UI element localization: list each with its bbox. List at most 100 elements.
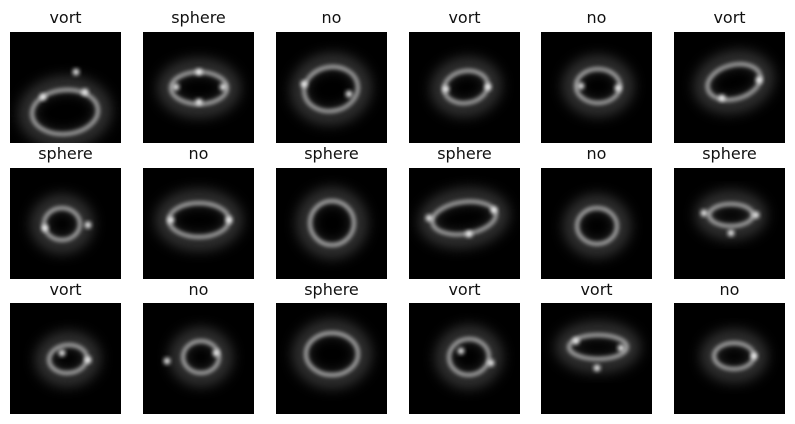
lens-image: [10, 168, 121, 279]
einstein-ring: [575, 206, 619, 246]
bright-spot: [172, 83, 180, 91]
lens-image: [143, 303, 254, 414]
einstein-ring: [567, 333, 629, 361]
ring-halo: [420, 189, 508, 247]
lens-image: [409, 303, 520, 414]
ring-image-svg: [298, 189, 366, 257]
lens-image: [541, 32, 652, 143]
bright-spot: [577, 82, 585, 90]
ring-halo: [171, 329, 231, 385]
lens-image: [276, 303, 387, 414]
bright-spot: [487, 359, 495, 367]
tile-label: sphere: [437, 144, 492, 163]
einstein-ring: [304, 331, 360, 377]
lens-image: [674, 168, 785, 279]
bright-spot: [752, 211, 760, 219]
tile-label: vort: [49, 8, 82, 27]
tile-label: sphere: [702, 144, 757, 163]
ring-image-svg: [20, 68, 110, 143]
einstein-ring: [705, 62, 763, 102]
ring-halo: [157, 191, 241, 249]
bright-spot: [442, 85, 450, 93]
tile-label: sphere: [171, 8, 226, 27]
tile-label: no: [586, 144, 607, 163]
bright-spot: [425, 214, 433, 222]
ring-halo: [159, 60, 239, 116]
lens-image: [10, 303, 121, 414]
lens-image: [409, 32, 520, 143]
tile-label: no: [586, 8, 607, 27]
ring-image-svg: [32, 196, 92, 252]
bright-spot: [345, 90, 353, 98]
einstein-ring: [707, 202, 755, 228]
lens-image: [541, 168, 652, 279]
ring-image-svg: [292, 54, 370, 124]
ring-image-svg: [432, 58, 500, 116]
bright-spot: [593, 364, 601, 372]
bright-spot: [700, 209, 708, 217]
lens-image: [541, 303, 652, 414]
lens-image: [674, 303, 785, 414]
tile-label: sphere: [304, 280, 359, 299]
ring-halo: [565, 196, 629, 256]
bright-spot: [300, 80, 308, 88]
bright-spot: [490, 206, 498, 214]
lens-image: [143, 168, 254, 279]
bright-spot: [572, 337, 580, 345]
tile-label: sphere: [38, 144, 93, 163]
bright-spot: [750, 352, 758, 360]
ring-halo: [437, 326, 501, 388]
ring-halo: [298, 189, 366, 257]
bright-spot: [72, 68, 80, 76]
tile-label: no: [321, 8, 342, 27]
bright-spot: [84, 356, 92, 364]
einstein-ring: [447, 337, 491, 377]
ring-image-svg: [420, 189, 508, 247]
bright-spot: [167, 216, 175, 224]
ring-image-svg: [294, 321, 370, 387]
bright-spot: [465, 230, 473, 238]
bright-spot: [39, 93, 47, 101]
bright-spot: [212, 349, 220, 357]
bright-spot: [195, 68, 203, 76]
tile-label: vort: [448, 8, 481, 27]
ring-halo: [702, 331, 766, 381]
tile-label: vort: [580, 280, 613, 299]
lens-image: [276, 168, 387, 279]
ring-image-svg: [557, 323, 639, 372]
ring-image-svg: [702, 331, 766, 381]
lens-image: [10, 32, 121, 143]
ring-image-svg: [437, 326, 501, 388]
bright-spot: [58, 349, 66, 357]
bright-spot: [81, 88, 89, 96]
einstein-ring: [30, 88, 100, 136]
tile-label: no: [188, 144, 209, 163]
ring-halo: [292, 54, 370, 124]
bright-spot: [614, 84, 622, 92]
ring-halo: [20, 77, 110, 143]
ring-halo: [564, 57, 632, 115]
tile-label: vort: [713, 8, 746, 27]
bright-spot: [617, 344, 625, 352]
ring-image-svg: [697, 192, 765, 238]
ring-halo: [432, 58, 500, 116]
tile-label: no: [719, 280, 740, 299]
bright-spot: [727, 229, 735, 237]
einstein-ring: [308, 199, 356, 247]
bright-spot: [163, 357, 171, 365]
tile-label: no: [188, 280, 209, 299]
ring-halo: [695, 52, 773, 112]
einstein-ring: [167, 201, 231, 239]
ring-image-svg: [159, 60, 239, 116]
einstein-ring: [181, 339, 221, 375]
ring-image-svg: [695, 52, 773, 112]
bright-spot: [755, 76, 763, 84]
bright-spot: [225, 216, 233, 224]
einstein-ring: [712, 341, 756, 371]
lens-image: [143, 32, 254, 143]
bright-spot: [457, 347, 465, 355]
bright-spot: [219, 83, 227, 91]
ring-image-svg: [37, 332, 99, 386]
lens-image: [674, 32, 785, 143]
lens-image: [409, 168, 520, 279]
